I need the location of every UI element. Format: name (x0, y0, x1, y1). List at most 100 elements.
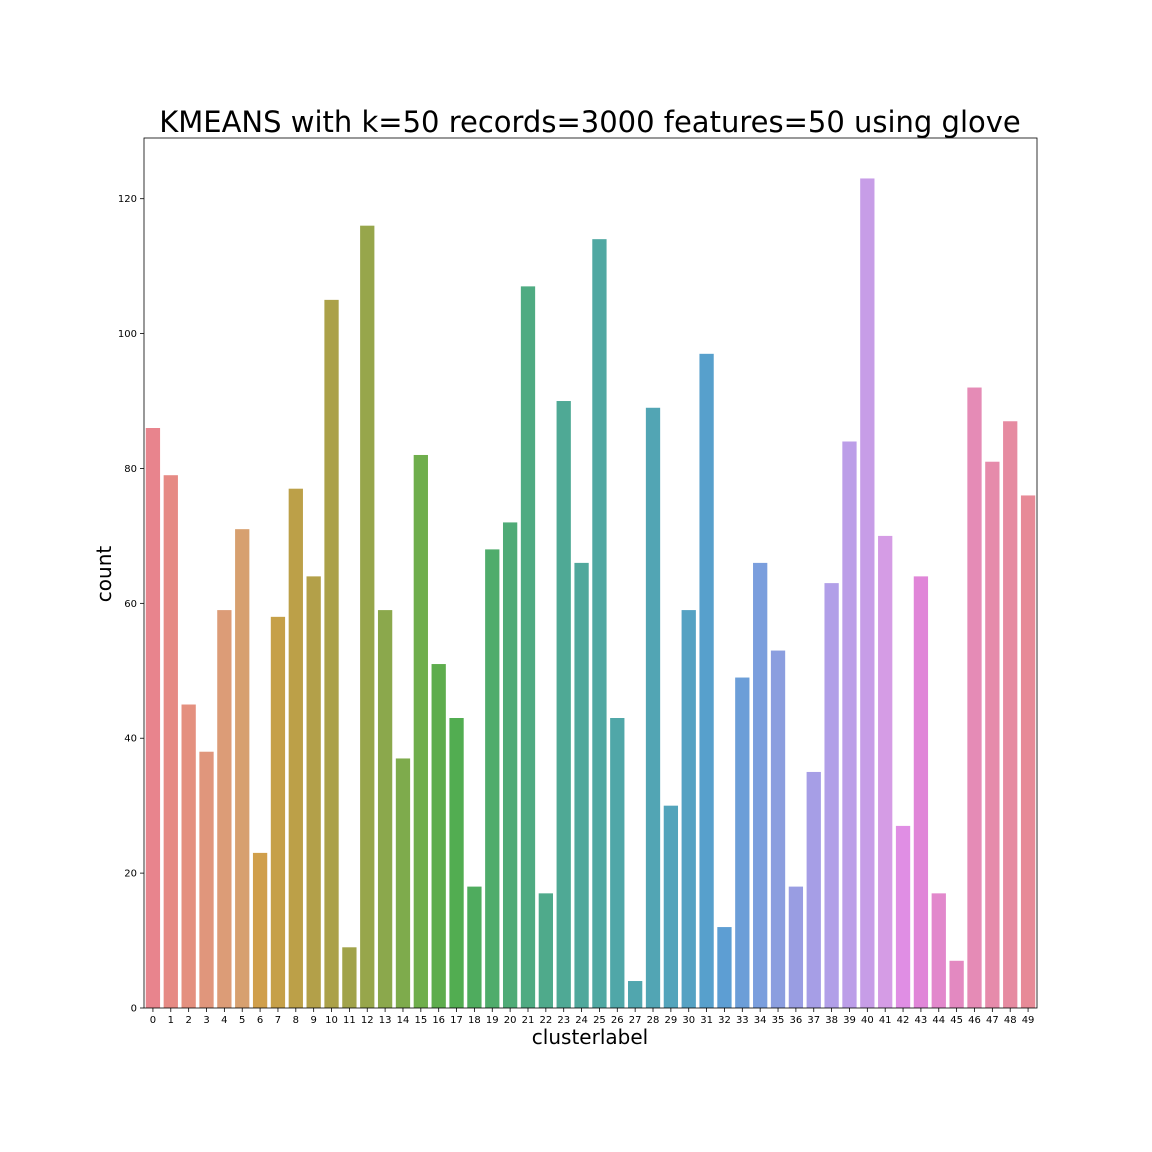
y-tick-label: 100 (118, 329, 137, 340)
bar-cluster-10 (324, 299, 339, 1008)
bar-cluster-5 (235, 529, 250, 1008)
bar-cluster-28 (645, 407, 661, 1008)
bar-cluster-29 (663, 805, 679, 1008)
bar-cluster-0 (145, 428, 161, 1008)
x-tick-label: 26 (611, 1015, 624, 1026)
bar-cluster-42 (895, 825, 911, 1008)
bar-cluster-22 (538, 893, 553, 1008)
x-tick-label: 28 (647, 1015, 660, 1026)
x-tick-label: 16 (432, 1015, 445, 1026)
bar-cluster-15 (413, 454, 428, 1008)
bar-cluster-21 (520, 286, 536, 1009)
y-tick-label: 120 (118, 194, 137, 205)
x-tick-label: 13 (379, 1015, 392, 1026)
x-tick-label: 47 (986, 1015, 999, 1026)
x-tick-label: 12 (361, 1015, 374, 1026)
bar-cluster-13 (377, 610, 393, 1008)
y-tick-label: 0 (131, 1004, 137, 1015)
bar-cluster-8 (288, 488, 303, 1009)
x-tick-label: 14 (397, 1015, 410, 1026)
x-tick-label: 8 (293, 1015, 299, 1026)
x-tick-label: 44 (932, 1015, 945, 1026)
x-tick-label: 3 (203, 1015, 209, 1026)
bar-cluster-1 (163, 475, 178, 1008)
y-axis-label: count (92, 546, 116, 603)
x-tick-label: 0 (150, 1015, 156, 1026)
x-tick-label: 29 (665, 1015, 678, 1026)
bar-cluster-12 (360, 225, 375, 1008)
x-tick-label: 32 (718, 1015, 731, 1026)
x-tick-label: 33 (736, 1015, 749, 1026)
bar-cluster-32 (717, 927, 732, 1008)
y-tick-label: 60 (124, 599, 137, 610)
x-tick-label: 40 (861, 1015, 874, 1026)
bar-cluster-37 (806, 771, 821, 1008)
bar-cluster-11 (342, 947, 357, 1008)
x-tick-label: 1 (168, 1015, 174, 1026)
x-axis-label: clusterlabel (532, 1025, 648, 1049)
x-tick-label: 7 (275, 1015, 281, 1026)
x-tick-label: 20 (504, 1015, 517, 1026)
bar-cluster-35 (770, 650, 786, 1008)
bar-cluster-2 (181, 704, 196, 1008)
bar-cluster-25 (592, 239, 607, 1009)
x-tick-label: 43 (915, 1015, 928, 1026)
bar-cluster-24 (574, 562, 589, 1008)
bar-cluster-46 (967, 387, 982, 1008)
bar-cluster-30 (681, 610, 696, 1008)
bar-cluster-33 (735, 677, 750, 1008)
x-tick-label: 41 (879, 1015, 892, 1026)
x-tick-label: 18 (468, 1015, 481, 1026)
bar-cluster-44 (931, 893, 946, 1008)
bar-cluster-14 (395, 758, 411, 1008)
x-tick-label: 36 (790, 1015, 803, 1026)
bar-cluster-45 (949, 960, 964, 1008)
bar-cluster-48 (1003, 421, 1018, 1008)
bar-cluster-4 (217, 610, 232, 1008)
x-tick-label: 30 (682, 1015, 695, 1026)
x-tick-label: 5 (239, 1015, 245, 1026)
x-tick-label: 15 (414, 1015, 427, 1026)
bar-cluster-36 (788, 886, 804, 1008)
bar-cluster-26 (610, 718, 625, 1008)
y-tick-label: 40 (124, 734, 137, 745)
bar-cluster-47 (985, 461, 1000, 1008)
x-tick-label: 42 (897, 1015, 910, 1026)
x-tick-label: 35 (772, 1015, 785, 1026)
y-tick-label: 80 (124, 464, 137, 475)
plot-frame (143, 137, 1038, 1009)
x-tick-label: 21 (522, 1015, 535, 1026)
x-tick-label: 17 (450, 1015, 463, 1026)
bar-cluster-6 (252, 852, 268, 1008)
bar-cluster-23 (556, 401, 571, 1008)
bar-cluster-41 (878, 535, 893, 1008)
x-tick-label: 10 (325, 1015, 338, 1026)
bar-cluster-16 (431, 664, 446, 1008)
x-tick-label: 4 (221, 1015, 227, 1026)
bar-cluster-40 (860, 178, 875, 1009)
bar-cluster-19 (485, 549, 500, 1008)
x-tick-label: 2 (185, 1015, 191, 1026)
x-tick-label: 45 (950, 1015, 963, 1026)
bar-cluster-34 (753, 562, 768, 1008)
bar-cluster-17 (449, 718, 464, 1008)
x-tick-label: 34 (754, 1015, 767, 1026)
x-tick-label: 9 (310, 1015, 316, 1026)
chart-title: KMEANS with k=50 records=3000 features=5… (159, 105, 1021, 139)
x-tick-label: 39 (843, 1015, 856, 1026)
plot-area (145, 178, 1036, 1009)
y-axis: 0 20 40 60 80 100 120 (118, 194, 144, 1015)
bar-cluster-3 (199, 751, 214, 1008)
x-tick-label: 11 (343, 1015, 356, 1026)
x-tick-label: 27 (629, 1015, 642, 1026)
x-tick-label: 25 (593, 1015, 606, 1026)
bar-cluster-9 (306, 576, 321, 1008)
bar-cluster-43 (913, 576, 929, 1008)
bar-cluster-39 (842, 441, 857, 1008)
x-tick-label: 38 (825, 1015, 838, 1026)
x-tick-label: 48 (1004, 1015, 1017, 1026)
x-axis: 0 1 2 3 4 5 6 7 8 9 10 11 12 13 14 15 16 17 18 19 20 21 22 23 24… (150, 1008, 1035, 1026)
x-tick-label: 49 (1022, 1015, 1035, 1026)
bar-cluster-38 (824, 583, 839, 1008)
